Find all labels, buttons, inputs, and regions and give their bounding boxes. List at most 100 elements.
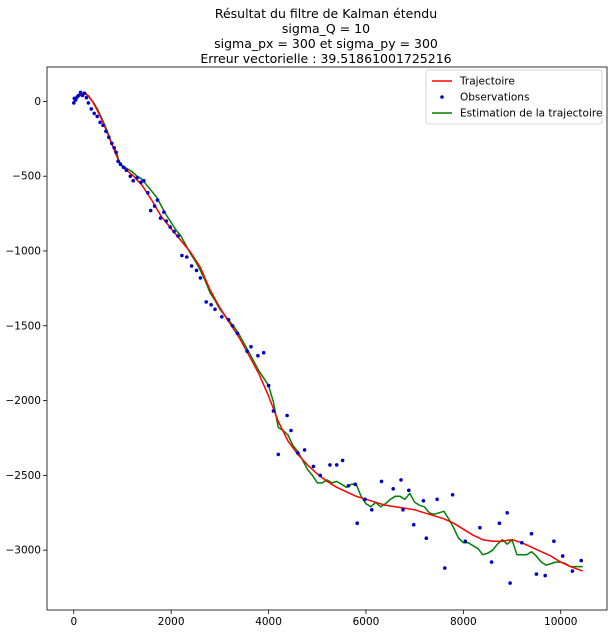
legend-entry: Estimation de la trajectoire <box>432 108 602 120</box>
observation-point <box>355 521 360 525</box>
observation-point <box>391 487 396 491</box>
observation-point <box>505 511 510 515</box>
observation-point <box>84 95 89 100</box>
observation-point <box>213 307 217 312</box>
observation-point <box>289 428 293 433</box>
observation-point <box>168 225 172 229</box>
legend-label: Trajectoire <box>459 76 515 88</box>
observation-point <box>86 101 91 105</box>
observation-point <box>497 521 502 525</box>
axes-frame <box>46 66 608 611</box>
observation-point <box>552 539 556 543</box>
y-tick-label: −1000 <box>5 245 41 257</box>
observation-point <box>276 452 281 457</box>
observation-point <box>114 150 118 155</box>
observation-point <box>116 159 120 163</box>
observation-point <box>185 255 189 259</box>
observation-point <box>261 350 266 355</box>
observation-point <box>148 208 153 213</box>
observation-point <box>158 216 163 220</box>
legend: Trajectoire Observations Estimation de la … <box>425 69 603 125</box>
observation-point <box>311 464 316 469</box>
observation-point <box>82 91 87 95</box>
observation-point <box>534 572 539 576</box>
observation-point <box>450 493 455 497</box>
legend-label: Estimation de la trajectoire <box>460 108 602 120</box>
observation-point <box>363 497 367 502</box>
legend-label: Observations <box>460 92 529 104</box>
observation-point <box>256 353 260 358</box>
observation-point <box>112 146 116 150</box>
observation-point <box>570 569 575 573</box>
observation-point <box>226 318 231 322</box>
observation-point <box>399 478 403 482</box>
observation-point <box>340 458 345 463</box>
observation-point <box>379 479 384 484</box>
observation-point <box>435 497 439 502</box>
y-tick-label: −2000 <box>5 395 41 407</box>
x-tick-label: 10000 <box>544 616 577 628</box>
observation-point <box>230 324 235 328</box>
observation-point <box>118 162 123 166</box>
legend-entry: Observations <box>440 92 529 104</box>
observation-point <box>89 107 94 111</box>
observation-point <box>121 165 126 169</box>
observation-point <box>285 413 289 418</box>
observation-point <box>334 463 339 467</box>
observation-point <box>220 315 224 319</box>
observation-point <box>245 349 249 354</box>
series-line-estimation <box>73 93 583 568</box>
observation-point <box>478 525 482 530</box>
observation-point <box>266 383 271 388</box>
observation-point <box>164 219 169 223</box>
observation-point <box>92 111 96 116</box>
observation-point <box>271 409 276 413</box>
observation-point <box>204 300 208 304</box>
title-line-3: sigma_px = 300 et sigma_py = 300 <box>214 36 438 51</box>
y-tick-label: −2500 <box>5 470 41 482</box>
observation-point <box>249 344 253 349</box>
observation-point <box>520 540 524 545</box>
chart-title: Résultat du filtre de Kalman étendu sigm… <box>200 6 451 66</box>
legend-box <box>425 69 603 125</box>
observation-point <box>463 539 468 543</box>
observation-point <box>328 463 332 467</box>
axes: 0 2000 4000 6000 8000 10000 0 −500 −1000 −1500 −20… <box>5 66 608 628</box>
observation-point <box>346 484 351 488</box>
y-tick-label: −3000 <box>5 545 41 557</box>
x-tick-label: 6000 <box>353 616 380 628</box>
observation-point <box>131 178 135 183</box>
observation-point <box>407 488 411 493</box>
observation-point <box>180 253 184 258</box>
observation-point <box>296 451 300 455</box>
observation-point <box>78 90 83 95</box>
observation-point <box>76 93 81 98</box>
observation-point <box>421 499 426 503</box>
series-line-trajectoire <box>73 92 583 572</box>
observation-point <box>104 129 108 134</box>
observation-point <box>72 101 76 105</box>
x-tick-label: 8000 <box>450 616 477 628</box>
observation-point <box>194 268 199 273</box>
observation-point <box>124 168 129 172</box>
observation-point <box>162 210 166 214</box>
observation-point <box>110 141 114 146</box>
observation-point <box>172 229 176 234</box>
title-line-2: sigma_Q = 10 <box>282 21 370 36</box>
plot-area <box>72 90 583 585</box>
observation-point <box>101 123 105 128</box>
observation-point <box>443 566 447 570</box>
observation-point <box>176 234 180 238</box>
observation-point <box>401 508 405 512</box>
observation-point <box>152 204 157 208</box>
series-layer <box>72 90 583 585</box>
observation-point <box>198 276 203 280</box>
observation-point <box>370 508 374 512</box>
legend-marker-swatch <box>440 95 444 99</box>
observation-point <box>139 180 143 184</box>
observation-point <box>318 473 323 478</box>
y-tick-label: −1500 <box>5 320 41 332</box>
observation-point <box>95 114 99 119</box>
observation-point <box>107 135 111 140</box>
